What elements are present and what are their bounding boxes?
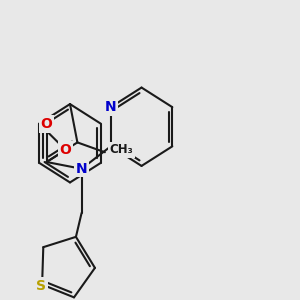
- Text: N: N: [76, 162, 87, 176]
- Text: N: N: [105, 100, 117, 114]
- Text: CH₃: CH₃: [109, 143, 133, 156]
- Text: S: S: [36, 279, 46, 293]
- Text: O: O: [41, 117, 52, 131]
- Text: O: O: [60, 143, 72, 157]
